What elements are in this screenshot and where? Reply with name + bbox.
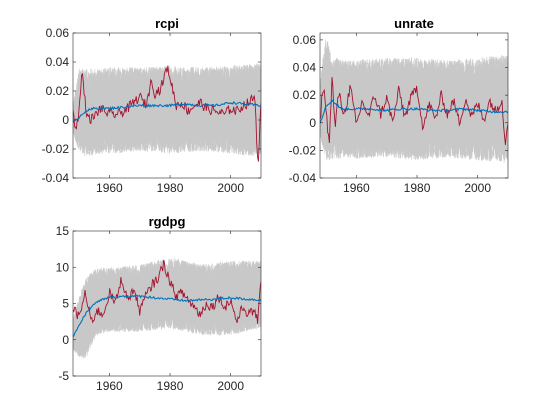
x-tick-label: 2000 [464,181,491,195]
chart-title: rgdpg [149,214,186,229]
plot-layer [73,63,261,162]
y-tick-label: -5 [58,369,69,383]
mean-series-line [73,101,261,124]
simulated-path [73,259,261,358]
mean-series-line [320,99,508,124]
y-tick-label: -0.02 [42,142,70,156]
mean-series-line [73,294,261,338]
y-tick-label: 10 [56,260,70,274]
y-tick-label: 0.02 [46,84,70,98]
subplot-unrate: 1960 1980 2000 -0.04 -0.02 0 0.02 0.04 0.06 unrat… [289,16,509,195]
y-tick-label: 15 [56,224,70,238]
y-tick-label: -0.04 [289,171,317,185]
x-tick-label: 1980 [157,379,184,393]
x-tick-label: 1960 [96,379,123,393]
plot-layer [320,39,508,163]
y-tick-label: 5 [62,297,69,311]
actual-series-line [320,77,508,145]
y-tick-label: -0.04 [42,171,70,185]
axes-box [72,32,262,179]
simulated-path [320,44,508,162]
y-tick-label: -0.02 [289,143,317,157]
subplot-rcpi: 1960 1980 2000 -0.04 -0.02 0 0.02 0.04 0.06 rcpi [42,16,262,195]
x-tick-label: 1960 [96,181,123,195]
actual-series-line [73,259,261,324]
x-tick-label: 1960 [343,181,370,195]
subplot-rgdpg: 1960 1980 2000 -5 0 5 10 15 rgdpg [56,214,262,393]
x-tick-label: 2000 [217,181,244,195]
y-tick-label: 0.06 [46,26,70,40]
y-tick-label: 0 [62,113,69,127]
x-tick-label: 1980 [157,181,184,195]
y-tick-label: 0.02 [293,88,317,102]
actual-series-line [73,65,261,162]
chart-title: unrate [394,16,434,31]
axes-box [319,32,509,179]
simulated-path [73,65,261,154]
y-tick-label: 0 [309,116,316,130]
y-tick-label: 0.04 [46,55,70,69]
x-tick-label: 1980 [404,181,431,195]
y-tick-label: 0 [62,333,69,347]
x-tick-label: 2000 [217,379,244,393]
simulated-path [320,49,508,160]
plot-layer [73,258,261,359]
y-tick-label: 0.04 [293,61,317,75]
y-tick-label: 0.06 [293,33,317,47]
chart-title: rcpi [155,16,179,31]
